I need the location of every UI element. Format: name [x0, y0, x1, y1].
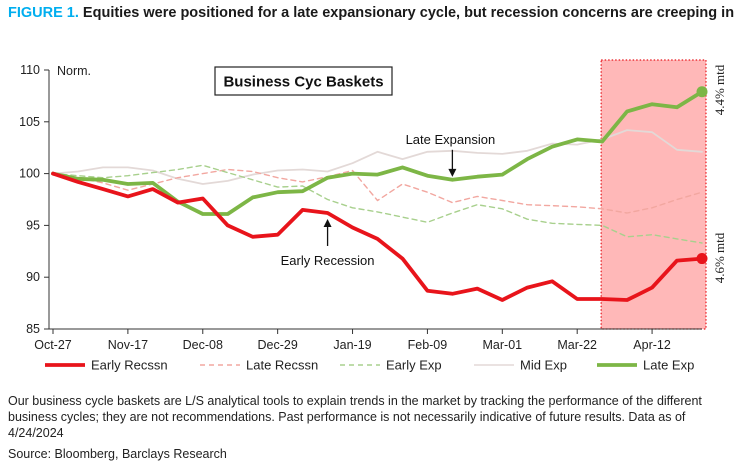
x-tick-label: Mar-22: [557, 338, 597, 352]
y-tick-label: 105: [19, 115, 40, 129]
x-tick-label: Jan-19: [333, 338, 371, 352]
x-tick-label: Feb-09: [408, 338, 448, 352]
annotation: Late Expansion: [406, 132, 496, 177]
legend-item: Late Recssn: [200, 358, 318, 373]
end-label: 4.6% mtd: [712, 232, 727, 283]
legend-label: Early Recssn: [91, 358, 168, 373]
figure-title: FIGURE 1. Equities were positioned for a…: [8, 4, 736, 23]
annotation-label: Early Recession: [281, 253, 375, 268]
end-marker-late-exp: [696, 86, 708, 98]
series-line-early-recssn: [51, 171, 704, 302]
annotation-arrowhead: [448, 168, 457, 177]
y-tick-label: 90: [26, 270, 40, 284]
series-line-late-exp: [51, 89, 704, 216]
chart-title-box: Business Cyc Baskets: [214, 66, 393, 96]
x-tick-label: Dec-08: [183, 338, 223, 352]
y-tick-label: 110: [20, 63, 40, 77]
legend-item: Mid Exp: [474, 358, 567, 373]
chart-title-frame: [214, 66, 393, 96]
figure-title-text: Equities were positioned for a late expa…: [78, 5, 735, 21]
legend-label: Early Exp: [386, 358, 442, 373]
end-label: 4.4% mtd: [712, 64, 727, 115]
chart-title: Business Cyc Baskets: [223, 74, 383, 91]
annotation: Early Recession: [281, 218, 375, 268]
footnote: Our business cycle baskets are L/S analy…: [8, 394, 702, 440]
annotation-label: Late Expansion: [406, 132, 496, 147]
legend-label: Late Recssn: [246, 358, 318, 373]
source-note: Source: Bloomberg, Barclays Research: [8, 447, 227, 461]
legend-label: Mid Exp: [520, 358, 567, 373]
x-tick-label: Nov-17: [108, 338, 148, 352]
x-tick-label: Oct-27: [34, 338, 72, 352]
figure-label: FIGURE 1.: [8, 5, 79, 21]
series-line-early-exp: [52, 164, 703, 244]
end-marker-early-recssn: [696, 253, 708, 265]
x-tick-label: Dec-29: [258, 338, 298, 352]
legend-item: Late Exp: [597, 358, 694, 373]
x-tick-label: Mar-01: [483, 338, 523, 352]
legend-label: Late Exp: [643, 358, 694, 373]
x-tick-label: Apr-12: [633, 338, 671, 352]
legend-item: Early Recssn: [45, 358, 168, 373]
y-axis-label: Norm.: [57, 64, 91, 78]
series-line-late-recssn: [52, 168, 703, 214]
y-tick-label: 95: [26, 218, 40, 232]
y-tick-label: 100: [19, 167, 40, 181]
legend-item: Early Exp: [340, 358, 442, 373]
annotation-arrowhead: [323, 218, 332, 227]
y-tick-label: 85: [26, 322, 40, 336]
